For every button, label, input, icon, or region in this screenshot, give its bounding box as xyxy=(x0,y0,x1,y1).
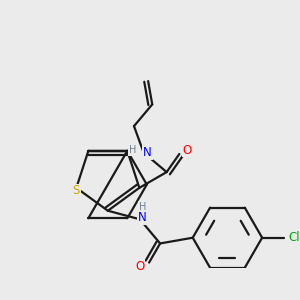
Text: N: N xyxy=(138,211,147,224)
Text: O: O xyxy=(135,260,144,273)
Text: S: S xyxy=(73,184,80,197)
Text: H: H xyxy=(129,146,136,155)
Text: N: N xyxy=(143,146,152,159)
Text: Cl: Cl xyxy=(289,231,300,244)
Text: H: H xyxy=(139,202,146,212)
Text: O: O xyxy=(183,143,192,157)
